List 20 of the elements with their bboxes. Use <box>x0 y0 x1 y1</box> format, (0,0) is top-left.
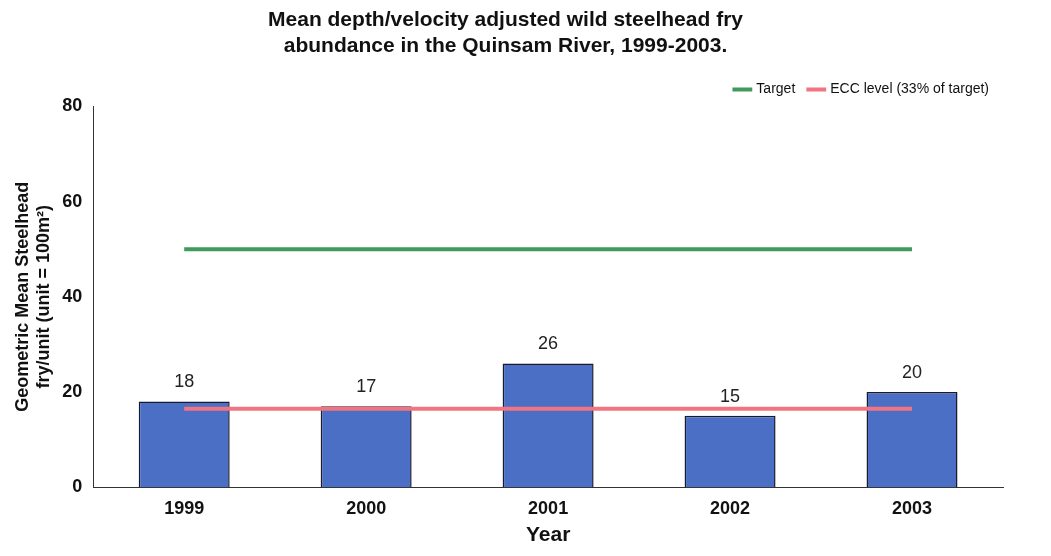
legend-label: Target <box>756 80 796 97</box>
y-axis-title: Geometric Mean Steelhead fry/unit (unit = 100m²) <box>11 181 54 412</box>
y-tick-label: 60 <box>62 190 83 211</box>
x-axis-title: Year <box>525 522 571 546</box>
legend-label: ECC level (33% of target) <box>830 80 989 97</box>
data-label: 18 <box>174 371 195 392</box>
data-label: 15 <box>720 385 741 406</box>
y-tick-label: 40 <box>62 285 83 306</box>
data-label: 17 <box>356 376 377 397</box>
chart-title: Mean depth/velocity adjusted wild steelhead fry abundance in the Quinsam River, 1999-2003. <box>268 7 744 56</box>
y-tick-label: 80 <box>62 95 83 116</box>
data-label: 20 <box>902 361 923 382</box>
x-tick-label: 2002 <box>710 497 751 518</box>
x-tick-label: 2001 <box>528 497 569 518</box>
x-tick-label: 1999 <box>164 497 205 518</box>
x-tick-label: 2000 <box>346 497 387 518</box>
y-tick-label: 0 <box>72 476 83 497</box>
x-tick-label: 2003 <box>892 497 933 518</box>
y-tick-label: 20 <box>62 380 83 401</box>
data-label: 26 <box>538 333 559 354</box>
